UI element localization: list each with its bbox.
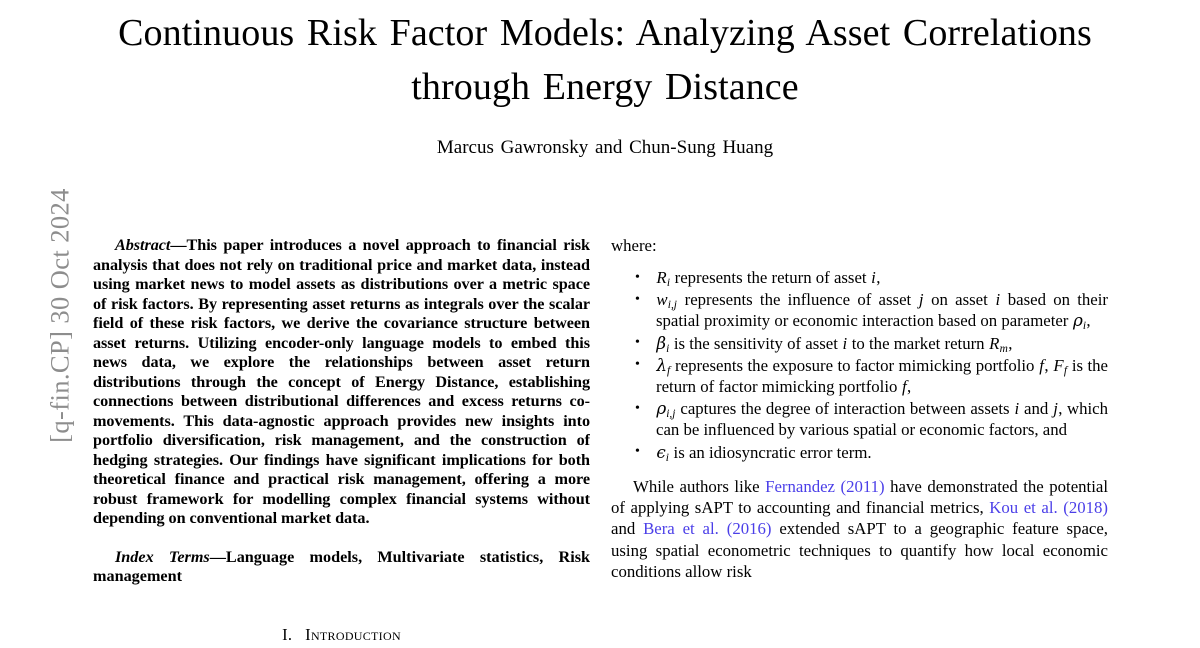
symbol-R-m: Rm (989, 333, 1008, 355)
list-item: Ri represents the return of asset i, (611, 266, 1108, 290)
symbol-j: j (918, 290, 924, 310)
symbol-i: i (995, 290, 1001, 310)
citation-text-2: have demonstrated the potential of apply… (611, 476, 1108, 518)
symbol-epsilon-i: ϵi (656, 441, 669, 464)
where-definition-list: Ri represents the return of asset i, wi,… (611, 266, 1108, 464)
section-heading-introduction: I. Introduction (93, 625, 590, 645)
index-terms-dash: — (209, 547, 226, 566)
citation-year-kou[interactable]: (2018) (1063, 498, 1108, 518)
index-terms-paragraph: Index Terms—Language models, Multivariat… (93, 548, 590, 587)
abstract-dash: — (170, 236, 187, 254)
citation-text-1: While authors like (633, 476, 766, 496)
page-title: Continuous Risk Factor Models: Analyzing… (118, 12, 1092, 108)
citation-paragraph: While authors like Fernandez (2011) have… (611, 476, 1108, 582)
citation-year-fernandez[interactable]: (2011) (840, 476, 885, 496)
list-item: ϵi is an idiosyncratic error term. (611, 441, 1108, 464)
abstract-label: Abstract (115, 236, 171, 254)
symbol-rho-i: ρi (1072, 310, 1087, 333)
symbol-i: i (1014, 399, 1020, 419)
citation-text-3: and (611, 519, 644, 539)
symbol-R-i: Ri (656, 268, 671, 290)
index-terms-label: Index Terms (115, 547, 210, 566)
citation-link-fernandez[interactable]: Fernandez (765, 476, 835, 496)
citation-text-4: extended sAPT to a geographic feature sp… (611, 519, 1108, 582)
index-terms-text: Language models, Multivariate statistics… (93, 547, 590, 586)
abstract-text: This paper introduces a novel approach t… (93, 236, 590, 527)
symbol-F-f: Ff (1053, 355, 1068, 377)
list-item: ρi,j captures the degree of interaction … (611, 398, 1108, 440)
citation-link-bera[interactable]: Bera et al. (643, 519, 719, 539)
where-lead: where: (611, 236, 657, 255)
section-number: I. (282, 624, 293, 644)
list-item: λf represents the exposure to factor mim… (611, 354, 1108, 397)
symbol-f: f (901, 377, 907, 397)
body-columns: Abstract—This paper introduces a novel a… (0, 236, 1200, 648)
symbol-j: j (1053, 399, 1058, 419)
section-title: Introduction (305, 624, 401, 644)
symbol-beta-i: βi (656, 332, 670, 355)
list-item: βi is the sensitivity of asset i to the … (611, 332, 1108, 355)
symbol-i: i (842, 333, 848, 353)
column-left: Abstract—This paper introduces a novel a… (93, 236, 590, 648)
title-block: Continuous Risk Factor Models: Analyzing… (110, 6, 1100, 160)
column-right: where: Ri represents the return of asset… (611, 236, 1108, 648)
author-list: Marcus Gawronsky and Chun-Sung Huang (436, 137, 774, 158)
citation-link-kou[interactable]: Kou et al. (989, 498, 1058, 518)
symbol-w-ij: wi,j (656, 290, 677, 312)
citation-year-bera[interactable]: (2016) (726, 519, 772, 539)
symbol-lambda-f: λf (656, 354, 671, 377)
list-item: wi,j represents the influence of asset j… (611, 289, 1108, 333)
symbol-rho-ij: ρi,j (656, 398, 676, 421)
symbol-f: f (1039, 355, 1044, 375)
symbol-i: i (871, 268, 876, 287)
abstract-paragraph: Abstract—This paper introduces a novel a… (93, 236, 590, 529)
